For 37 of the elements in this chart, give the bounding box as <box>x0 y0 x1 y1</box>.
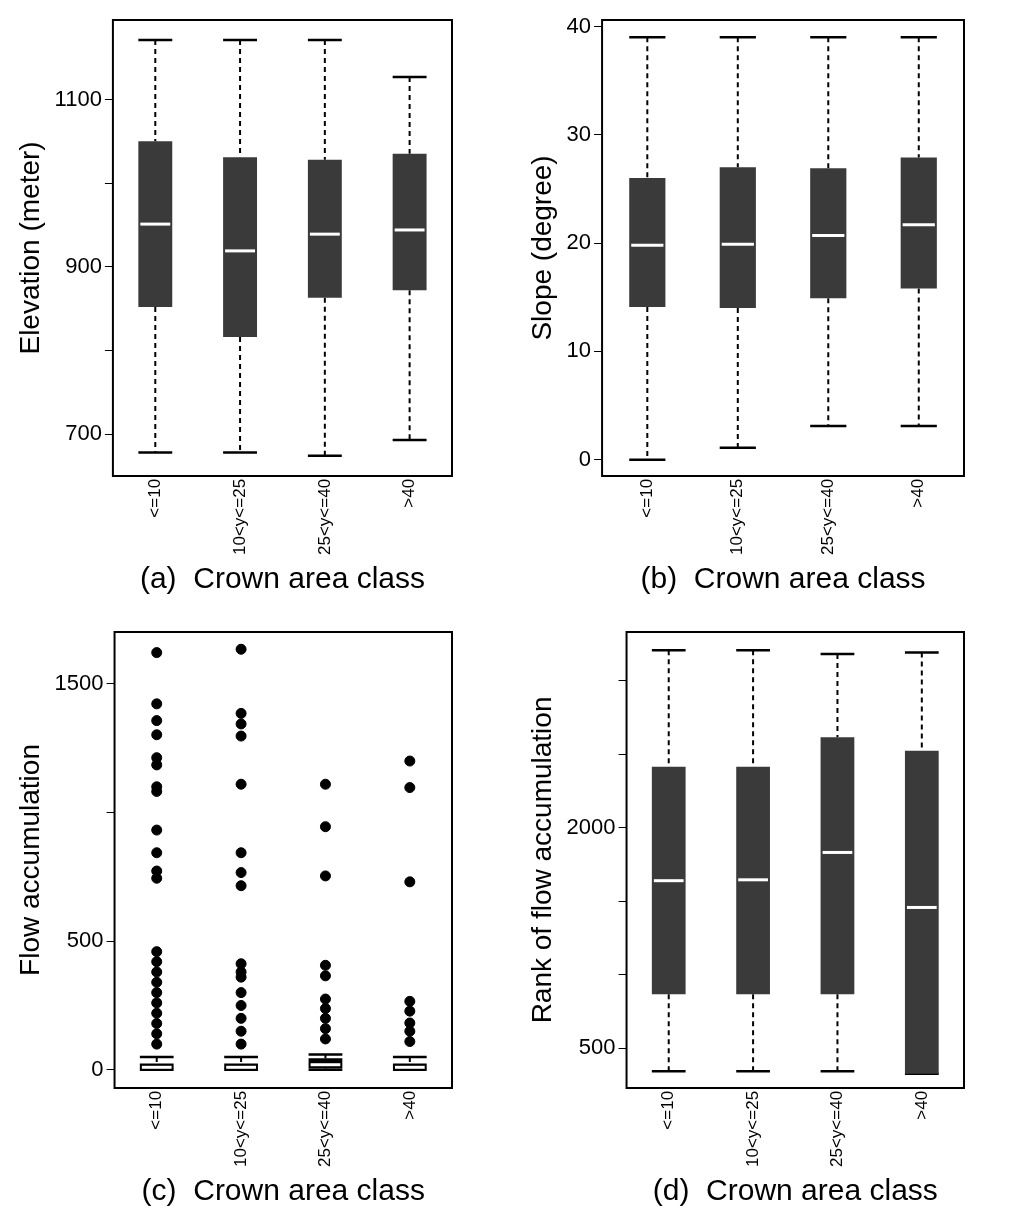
y-tick-label: 700 <box>65 420 102 446</box>
x-tick-label: <=10 <box>144 478 164 518</box>
y-tick-label: 40 <box>566 12 592 38</box>
x-axis-title: (b) Crown area class <box>640 561 926 595</box>
y-tick-label: 1100 <box>54 85 102 111</box>
x-tick-label: >40 <box>399 478 419 508</box>
x-tick-label: 10<y<=25 <box>229 478 249 556</box>
y-tick-label: 1500 <box>54 669 104 695</box>
x-tick-label: 10<y<=25 <box>230 1090 250 1168</box>
x-axis-title: (a) Crown area class <box>139 561 425 595</box>
y-tick-label: 20 <box>566 229 592 255</box>
y-axis-title: Rank of flow accumulation <box>525 696 557 1024</box>
y-tick-label: 900 <box>65 252 102 278</box>
x-tick-label: 10<y<=25 <box>727 478 747 556</box>
y-tick-label: 0 <box>578 445 592 471</box>
y-tick-label: 2000 <box>566 813 616 839</box>
x-tick-label: <=10 <box>637 478 656 518</box>
x-tick-label: <=10 <box>658 1090 678 1130</box>
y-axis-title: Flow accumulation <box>13 744 45 976</box>
y-tick-label: 500 <box>66 927 104 953</box>
x-tick-label: 25<y<=40 <box>315 1090 335 1168</box>
y-tick-label: 30 <box>566 120 592 146</box>
y-tick-label: 0 <box>91 1055 104 1081</box>
y-axis-title: Slope (degree) <box>525 155 557 341</box>
x-tick-label: 25<y<=40 <box>827 1090 847 1168</box>
y-axis-title: Elevation (meter) <box>13 141 45 355</box>
x-tick-label: >40 <box>911 1090 931 1120</box>
y-tick-label: 10 <box>566 337 592 363</box>
x-tick-label: 25<y<=40 <box>314 478 334 556</box>
x-tick-label: >40 <box>399 1090 419 1120</box>
x-axis-title: (c) Crown area class <box>141 1173 425 1207</box>
x-tick-label: 25<y<=40 <box>817 478 837 556</box>
x-tick-label: 10<y<=25 <box>742 1090 762 1168</box>
y-tick-label: 500 <box>578 1034 616 1060</box>
x-axis-title: (d) Crown area class <box>652 1173 938 1207</box>
x-tick-label: <=10 <box>146 1090 166 1130</box>
x-tick-label: >40 <box>908 478 928 508</box>
